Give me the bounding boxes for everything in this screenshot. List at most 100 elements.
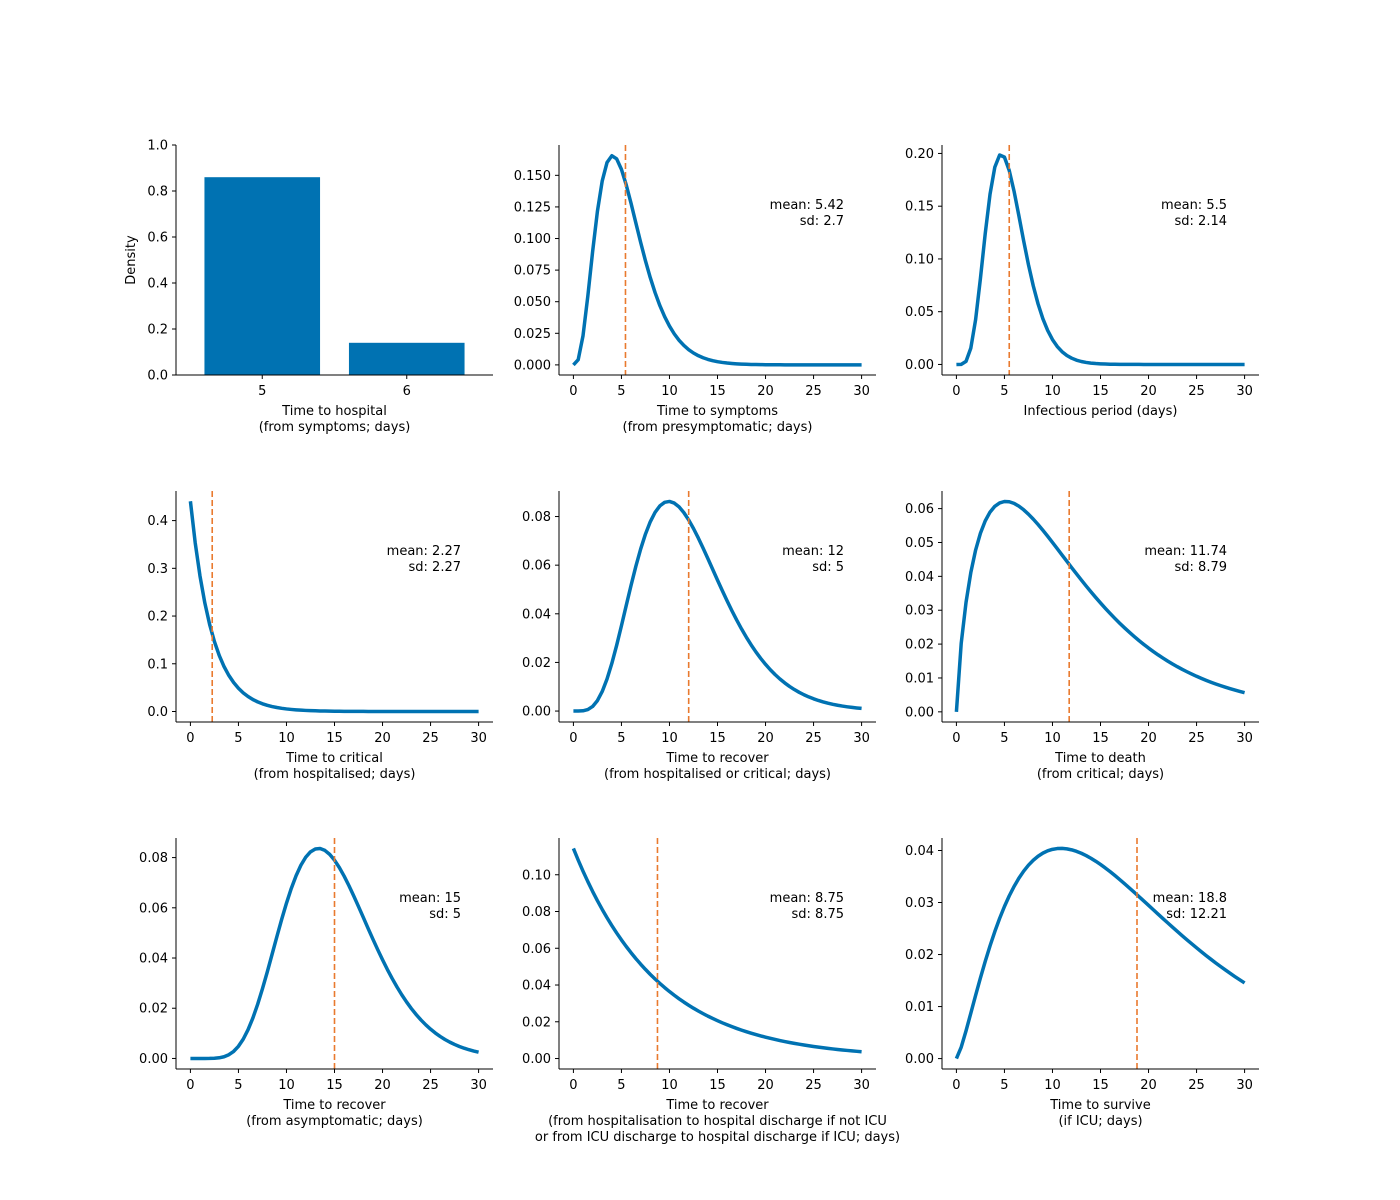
x-tick-label: 25 — [1188, 384, 1205, 399]
x-tick-label: 0 — [569, 1078, 577, 1093]
x-tick-label: 5 — [1000, 1078, 1008, 1093]
y-tick-label: 0.02 — [139, 1002, 168, 1017]
x-tick-label: 5 — [234, 1078, 242, 1093]
y-tick-label: 0.20 — [905, 147, 934, 162]
y-tick-label: 0.8 — [147, 185, 168, 200]
sd-annotation: sd: 5 — [429, 907, 461, 922]
x-tick-label: 0 — [952, 1078, 960, 1093]
x-axis-sublabel: (from hospitalisation to hospital discha… — [548, 1114, 887, 1129]
x-tick-label: 0 — [569, 384, 577, 399]
x-tick-label: 20 — [757, 384, 774, 399]
x-tick-label: 25 — [422, 731, 439, 746]
x-tick-label: 30 — [1236, 384, 1253, 399]
x-tick-label: 25 — [805, 731, 822, 746]
x-tick-label: 25 — [1188, 731, 1205, 746]
x-tick-label: 15 — [709, 731, 726, 746]
x-tick-label: 25 — [805, 1078, 822, 1093]
x-tick-label: 15 — [1092, 384, 1109, 399]
y-tick-label: 0.00 — [139, 1052, 168, 1067]
x-tick-label: 25 — [805, 384, 822, 399]
x-tick-label: 6 — [403, 384, 411, 399]
y-tick-label: 0.02 — [905, 638, 934, 653]
x-axis-label: Time to recover — [665, 1098, 769, 1113]
x-tick-label: 10 — [1044, 1078, 1061, 1093]
x-tick-label: 30 — [1236, 731, 1253, 746]
y-tick-label: 0.03 — [905, 896, 934, 911]
y-tick-label: 0.150 — [514, 169, 551, 184]
x-tick-label: 5 — [1000, 731, 1008, 746]
y-axis-label: Density — [124, 235, 139, 285]
y-tick-label: 0.050 — [514, 295, 551, 310]
mean-annotation: mean: 15 — [399, 891, 461, 906]
y-tick-label: 0.00 — [905, 1052, 934, 1067]
x-tick-label: 15 — [326, 1078, 343, 1093]
x-axis-sublabel: (from asymptomatic; days) — [246, 1114, 423, 1129]
x-axis-sublabel: (from symptoms; days) — [259, 420, 411, 435]
mean-annotation: mean: 11.74 — [1144, 544, 1227, 559]
y-tick-label: 0.04 — [905, 844, 934, 859]
x-tick-label: 20 — [1140, 384, 1157, 399]
x-tick-label: 10 — [1044, 384, 1061, 399]
x-axis-label: Time to survive — [1049, 1098, 1150, 1113]
x-tick-label: 20 — [374, 731, 391, 746]
subplot-recover-discharge: 0 5 10 15 20 25 30 0.00 0.02 0.04 0.06 0.08 0.10 mean… — [522, 838, 900, 1145]
x-tick-label: 10 — [661, 1078, 678, 1093]
y-tick-label: 0.3 — [147, 562, 168, 577]
x-tick-label: 20 — [374, 1078, 391, 1093]
y-tick-label: 0.08 — [522, 905, 551, 920]
x-tick-label: 0 — [952, 731, 960, 746]
y-tick-label: 0.08 — [522, 510, 551, 525]
x-axis-label: Time to symptoms — [656, 404, 778, 419]
density-curve — [954, 846, 1246, 1060]
x-axis-label: Time to death — [1054, 751, 1146, 766]
y-tick-label: 0.02 — [522, 1015, 551, 1030]
x-tick-label: 5 — [234, 731, 242, 746]
y-tick-label: 0.6 — [147, 231, 168, 246]
x-tick-label: 30 — [470, 731, 487, 746]
sd-annotation: sd: 12.21 — [1166, 907, 1227, 922]
y-tick-label: 1.0 — [147, 139, 168, 154]
subplot-recover-asym: 0 5 10 15 20 25 30 0.00 0.02 0.04 0.06 0.08 mean: 15… — [139, 838, 493, 1129]
x-tick-label: 0 — [952, 384, 960, 399]
density-curve — [954, 499, 1246, 712]
x-tick-label: 20 — [1140, 1078, 1157, 1093]
x-tick-label: 30 — [853, 731, 870, 746]
x-tick-label: 10 — [278, 731, 295, 746]
x-tick-label: 15 — [1092, 1078, 1109, 1093]
x-tick-label: 15 — [709, 1078, 726, 1093]
x-tick-label: 10 — [1044, 731, 1061, 746]
subplot-symptoms: 0 5 10 15 20 25 30 0.000 0.025 0.050 0.075 0.100 0.1… — [514, 145, 876, 435]
y-tick-label: 0.10 — [522, 868, 551, 883]
sd-annotation: sd: 5 — [812, 560, 844, 575]
sd-annotation: sd: 2.14 — [1175, 214, 1227, 229]
x-axis-sublabel: (if ICU; days) — [1058, 1114, 1142, 1129]
y-tick-label: 0.08 — [139, 851, 168, 866]
y-tick-label: 0.01 — [905, 1000, 934, 1015]
x-axis-label: Time to critical — [285, 751, 383, 766]
x-tick-label: 10 — [661, 384, 678, 399]
y-tick-label: 0.15 — [905, 200, 934, 215]
mean-annotation: mean: 5.5 — [1161, 198, 1227, 213]
x-tick-label: 30 — [853, 1078, 870, 1093]
y-tick-label: 0.0 — [147, 369, 168, 384]
x-tick-label: 5 — [617, 384, 625, 399]
subplot-hospital: 5 6 0.0 0.2 0.4 0.6 0.8 1.0 Density Time to hospi… — [124, 139, 493, 435]
y-tick-label: 0.04 — [522, 979, 551, 994]
y-tick-label: 0.4 — [147, 514, 168, 529]
x-axis-label: Time to hospital — [281, 404, 387, 419]
y-tick-label: 0.06 — [522, 559, 551, 574]
y-tick-label: 0.05 — [905, 305, 934, 320]
x-tick-label: 10 — [278, 1078, 295, 1093]
subplot-critical: 0 5 10 15 20 25 30 0.0 0.1 0.2 0.3 0.4 mean: 2.27sd:… — [147, 491, 493, 782]
x-tick-label: 0 — [186, 1078, 194, 1093]
y-tick-label: 0.02 — [522, 656, 551, 671]
x-tick-label: 30 — [853, 384, 870, 399]
y-tick-label: 0.04 — [905, 570, 934, 585]
y-tick-label: 0.2 — [147, 610, 168, 625]
y-tick-label: 0.06 — [522, 942, 551, 957]
y-tick-label: 0.00 — [522, 705, 551, 720]
bar — [204, 177, 321, 375]
y-tick-label: 0.02 — [905, 948, 934, 963]
y-tick-label: 0.03 — [905, 604, 934, 619]
x-tick-label: 30 — [470, 1078, 487, 1093]
